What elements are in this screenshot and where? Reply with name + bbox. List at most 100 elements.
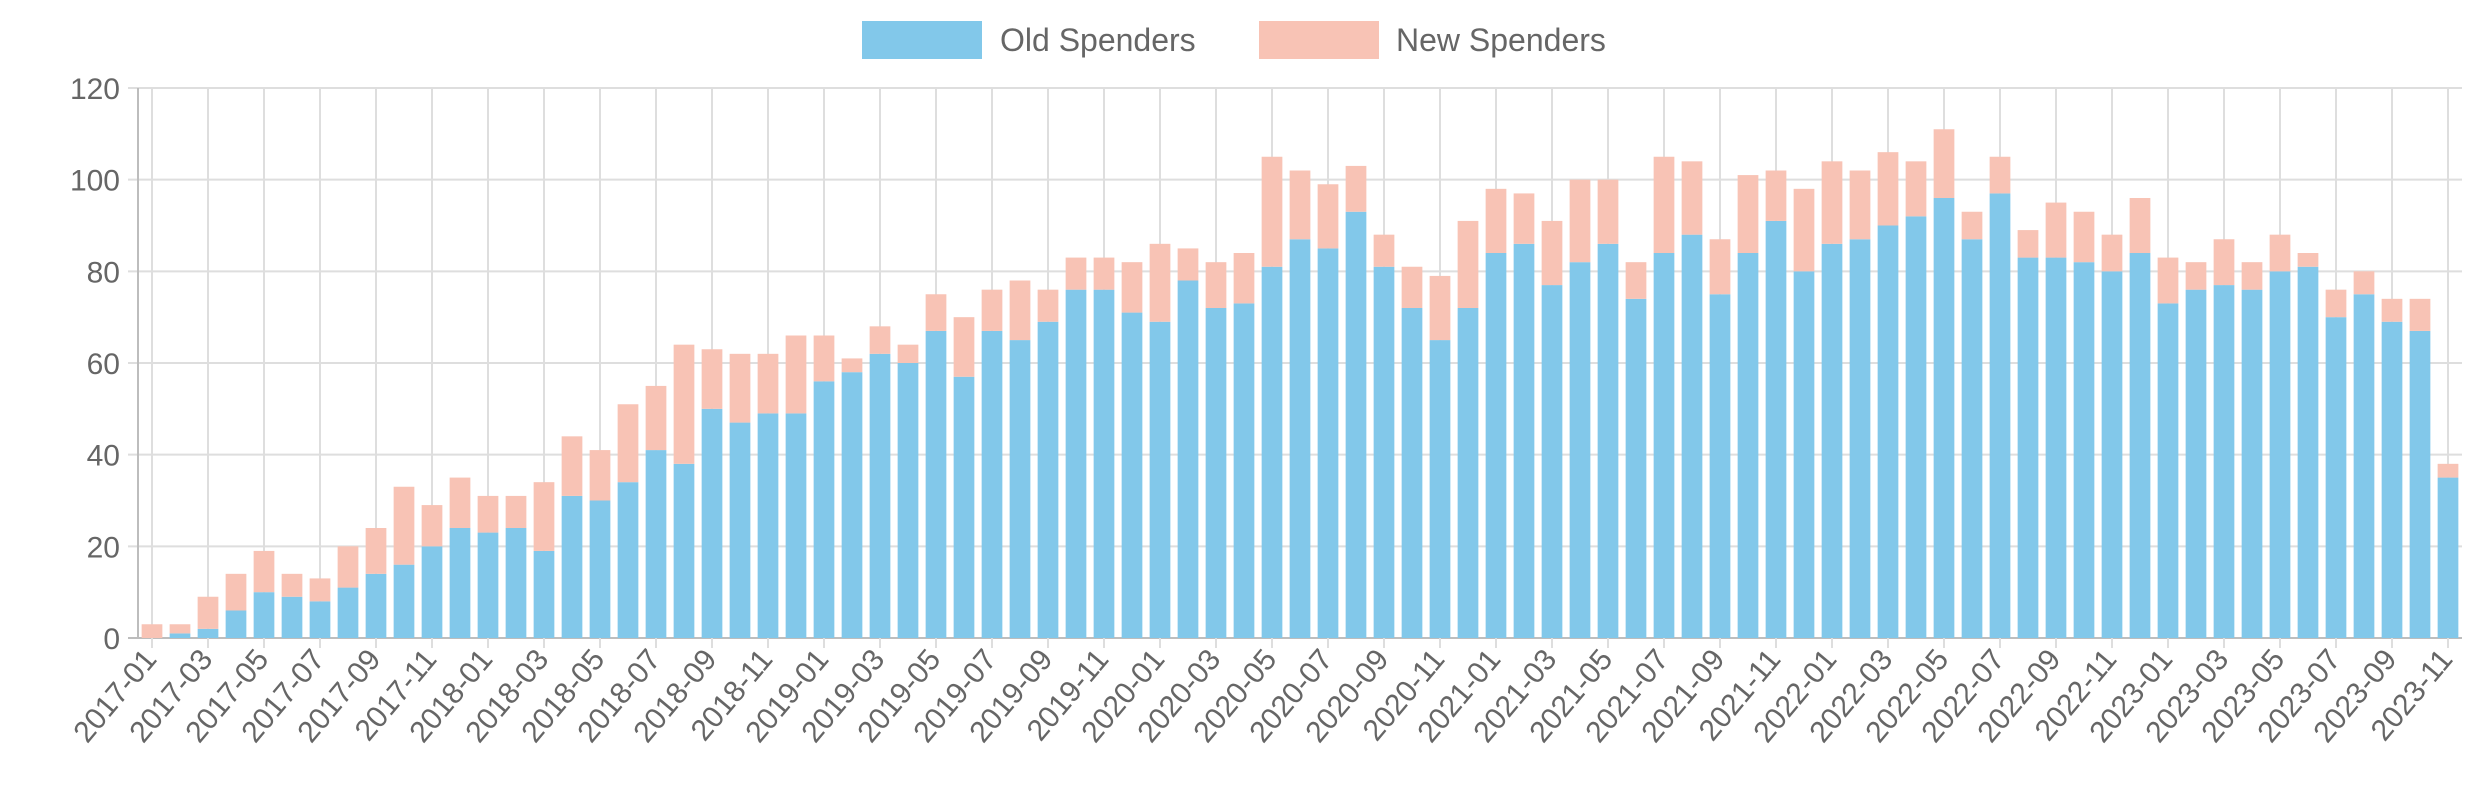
bar-old-spenders (1009, 340, 1031, 638)
bar-new-spenders (617, 404, 639, 483)
bar-old-spenders (869, 353, 891, 638)
bar-old-spenders (1989, 193, 2011, 638)
bar-old-spenders (1373, 266, 1395, 638)
bar-old-spenders (2353, 294, 2375, 638)
bar-old-spenders (2241, 289, 2263, 638)
bar-old-spenders (2325, 317, 2347, 638)
bar-new-spenders (225, 573, 247, 611)
bar-new-spenders (813, 335, 835, 382)
bar-old-spenders (1597, 243, 1619, 639)
bar-old-spenders (1513, 243, 1535, 639)
bar-new-spenders (1429, 275, 1451, 341)
bar-new-spenders (1149, 243, 1171, 322)
x-axis-ticks: 2017-012017-032017-052017-072017-092017-… (67, 643, 2459, 749)
bar-old-spenders (1065, 289, 1087, 638)
bar-old-spenders (785, 413, 807, 638)
bar-old-spenders (2017, 257, 2039, 638)
bar-old-spenders (897, 363, 919, 638)
bar-old-spenders (365, 573, 387, 638)
bar-new-spenders (785, 335, 807, 414)
bar-new-spenders (2437, 463, 2459, 478)
bar-new-spenders (1345, 165, 1367, 212)
bar-new-spenders (1933, 129, 1955, 198)
bar-new-spenders (869, 326, 891, 354)
bars (141, 129, 2459, 639)
bar-old-spenders (1709, 294, 1731, 638)
bar-old-spenders (1037, 321, 1059, 638)
bar-old-spenders (1429, 340, 1451, 638)
bar-new-spenders (421, 505, 443, 547)
bar-new-spenders (1205, 262, 1227, 308)
bar-old-spenders (2157, 303, 2179, 638)
bar-new-spenders (981, 289, 1003, 331)
bar-old-spenders (1877, 225, 1899, 638)
y-tick-label: 20 (87, 531, 120, 564)
bar-old-spenders (253, 592, 275, 638)
legend-label-old-spenders: Old Spenders (1000, 22, 1196, 58)
bar-old-spenders (1905, 216, 1927, 639)
bar-old-spenders (2129, 253, 2151, 638)
bar-old-spenders (2297, 266, 2319, 638)
bar-old-spenders (561, 495, 583, 638)
bar-new-spenders (2297, 253, 2319, 267)
bar-old-spenders (309, 601, 331, 638)
bar-old-spenders (1737, 253, 1759, 638)
bar-new-spenders (1905, 161, 1927, 217)
bar-old-spenders (169, 633, 191, 638)
bar-new-spenders (1569, 179, 1591, 263)
bar-new-spenders (2353, 271, 2375, 295)
bar-old-spenders (421, 546, 443, 638)
bar-new-spenders (337, 546, 359, 588)
legend: Old Spenders New Spenders (862, 21, 1606, 59)
bar-old-spenders (1457, 308, 1479, 638)
bar-new-spenders (1485, 188, 1507, 253)
bar-new-spenders (1037, 289, 1059, 322)
bar-new-spenders (1681, 161, 1703, 235)
bar-old-spenders (1933, 198, 1955, 638)
bar-new-spenders (2073, 211, 2095, 263)
bar-new-spenders (1121, 262, 1143, 313)
bar-old-spenders (673, 463, 695, 638)
bar-old-spenders (2437, 477, 2459, 638)
bar-old-spenders (1289, 239, 1311, 638)
bar-old-spenders (1653, 253, 1675, 638)
bar-new-spenders (2017, 230, 2039, 258)
bar-new-spenders (1709, 239, 1731, 295)
bar-old-spenders (1765, 220, 1787, 638)
bar-old-spenders (813, 381, 835, 638)
legend-swatch-new-spenders (1259, 21, 1379, 59)
bar-new-spenders (1821, 161, 1843, 244)
bar-new-spenders (1765, 170, 1787, 221)
bar-old-spenders (337, 587, 359, 638)
bar-new-spenders (2381, 298, 2403, 322)
bar-new-spenders (1401, 266, 1423, 308)
bar-new-spenders (533, 482, 555, 551)
bar-old-spenders (2409, 330, 2431, 638)
bar-new-spenders (757, 353, 779, 414)
bar-new-spenders (1541, 220, 1563, 286)
y-tick-label: 40 (87, 440, 120, 473)
bar-new-spenders (953, 317, 975, 377)
y-tick-label: 100 (70, 165, 120, 198)
bar-old-spenders (729, 422, 751, 638)
bar-old-spenders (281, 596, 303, 638)
bar-new-spenders (2269, 234, 2291, 272)
bar-old-spenders (1093, 289, 1115, 638)
bar-new-spenders (197, 596, 219, 629)
bar-new-spenders (673, 344, 695, 464)
bar-new-spenders (2101, 234, 2123, 272)
bar-old-spenders (505, 528, 527, 638)
y-tick-label: 60 (87, 348, 120, 381)
bar-old-spenders (2045, 257, 2067, 638)
bar-new-spenders (645, 385, 667, 451)
bar-old-spenders (1849, 239, 1871, 638)
bar-new-spenders (1177, 248, 1199, 281)
bar-old-spenders (1345, 211, 1367, 638)
bar-new-spenders (1373, 234, 1395, 267)
bar-old-spenders (617, 482, 639, 638)
bar-old-spenders (953, 376, 975, 638)
bar-new-spenders (841, 358, 863, 373)
y-tick-label: 80 (87, 256, 120, 289)
bar-new-spenders (1065, 257, 1087, 290)
bar-new-spenders (1317, 184, 1339, 249)
